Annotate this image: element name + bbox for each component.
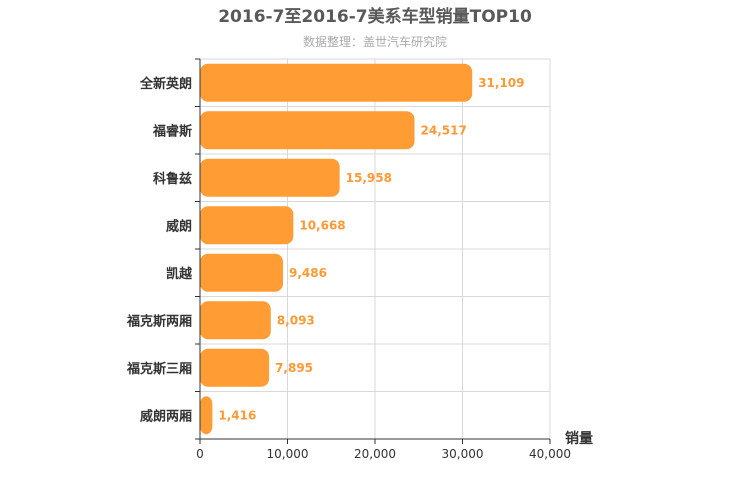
x-tick-label-0: 0 [196,447,204,461]
x-axis-title: 销量 [565,430,593,447]
bar-1 [200,63,473,102]
x-tick-label-2: 20,000 [354,447,396,461]
bar-8 [200,396,213,435]
bar-3 [200,158,340,197]
x-tick-label-1: 10,000 [267,447,309,461]
category-label-6: 福克斯两厢 [126,313,192,329]
category-label-7: 福克斯三厢 [126,361,192,377]
bar-5 [200,253,284,292]
value-label-7: 7,895 [275,361,313,375]
value-label-6: 8,093 [277,313,315,327]
value-label-3: 15,958 [346,171,392,185]
value-label-8: 1,416 [218,408,256,422]
value-label-1: 31,109 [478,76,524,90]
x-tick-label-3: 30,000 [442,447,484,461]
category-label-5: 凯越 [166,266,193,282]
category-label-4: 威朗 [166,218,192,234]
category-label-8: 威朗两厢 [140,408,192,424]
chart-subtitle: 数据整理：盖世汽车研究院 [303,34,447,49]
chart-title: 2016-7至2016-7美系车型销量TOP10 [218,6,532,27]
bars-group: 31,109 24,517 15,958 10,668 9,486 8,093 7,895 1… [200,63,525,435]
x-tick-label-4: 40,000 [529,447,571,461]
category-label-2: 福睿斯 [152,123,192,139]
category-label-1: 全新英朗 [139,76,192,92]
bar-7 [200,348,270,387]
category-label-3: 科鲁兹 [153,171,192,187]
bar-4 [200,206,294,245]
bar-2 [200,111,415,150]
bar-6 [200,301,271,340]
value-label-2: 24,517 [421,123,467,137]
value-label-5: 9,486 [289,266,327,280]
value-label-4: 10,668 [299,218,345,232]
